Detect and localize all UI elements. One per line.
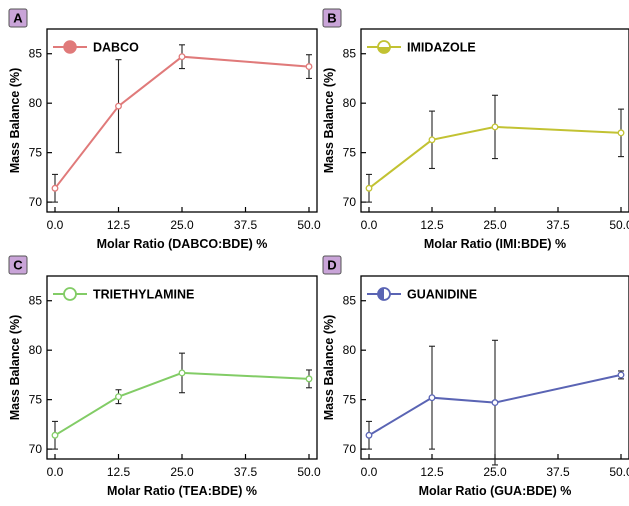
y-tick-label: 70 (29, 442, 43, 456)
y-tick-label: 85 (343, 294, 357, 308)
data-point (491, 399, 499, 407)
y-tick-label: 80 (29, 96, 43, 110)
x-tick-label: 37.5 (234, 218, 258, 232)
data-point (428, 394, 436, 402)
x-tick-label: 12.5 (107, 218, 131, 232)
legend-marker-half (378, 47, 390, 53)
x-tick-label: 25.0 (483, 465, 507, 479)
data-point (491, 123, 499, 131)
panel-c: C 70 75 80 85 0.0 12.5 25.0 37.5 50.0 Molar Ratio … (8, 255, 321, 498)
y-tick-label: 85 (343, 47, 357, 61)
x-tick-label: 25.0 (483, 218, 507, 232)
data-point (617, 129, 625, 137)
data-point (115, 393, 122, 401)
x-tick-label: 0.0 (47, 218, 64, 232)
x-tick-label: 37.5 (546, 218, 570, 232)
x-tick-label: 50.0 (609, 465, 629, 479)
legend: DABCO (53, 40, 139, 55)
panel-label: A (13, 11, 23, 26)
panel-label-box (8, 8, 28, 28)
x-tick-label: 12.5 (420, 465, 444, 479)
y-tick-label: 70 (343, 442, 357, 456)
legend: IMIDAZOLE (367, 40, 476, 55)
y-tick-label: 75 (343, 393, 357, 407)
x-tick-label: 37.5 (546, 465, 570, 479)
data-point (305, 375, 313, 383)
y-tick-label: 80 (29, 343, 43, 357)
panel-label: C (13, 258, 23, 273)
panel-b: B 70 75 80 85 0.0 12.5 25.0 37.5 50.0 Molar Ratio … (322, 8, 629, 251)
x-tick-label: 0.0 (361, 218, 378, 232)
data-point (51, 431, 59, 439)
data-point (617, 371, 625, 379)
legend-label: DABCO (93, 41, 139, 55)
data-point (178, 369, 186, 377)
panel-label-box (8, 255, 28, 275)
data-point (365, 184, 373, 192)
data-point (51, 184, 59, 192)
x-axis-title: Molar Ratio (GUA:BDE) % (419, 484, 572, 498)
panel-a: A 70 75 80 85 0.0 12.5 25.0 37.5 50.0 Molar Ratio … (8, 8, 321, 251)
x-tick-label: 0.0 (47, 465, 64, 479)
panel-label-box (322, 255, 342, 275)
series-line (368, 373, 622, 437)
data-point (178, 53, 186, 61)
series-line (54, 55, 310, 189)
panel-label-box (322, 8, 342, 28)
data-point (115, 102, 122, 110)
legend: GUANIDINE (367, 287, 477, 302)
legend: TRIETHYLAMINE (53, 287, 194, 302)
x-tick-label: 12.5 (107, 465, 131, 479)
legend-marker-half (378, 288, 384, 300)
x-axis-title: Molar Ratio (TEA:BDE) % (107, 484, 257, 498)
y-axis-title: Mass Balance (%) (322, 315, 336, 421)
x-tick-label: 50.0 (297, 218, 321, 232)
y-tick-label: 75 (29, 393, 43, 407)
legend-label: TRIETHYLAMINE (93, 288, 194, 302)
y-tick-label: 85 (29, 294, 43, 308)
legend-label: IMIDAZOLE (407, 41, 476, 55)
data-point (305, 63, 313, 71)
series-line (54, 371, 310, 437)
y-tick-label: 75 (343, 146, 357, 160)
y-axis-title: Mass Balance (%) (8, 315, 22, 421)
y-tick-label: 80 (343, 96, 357, 110)
x-tick-label: 50.0 (609, 218, 629, 232)
y-axis-title: Mass Balance (%) (8, 68, 22, 174)
y-axis-title: Mass Balance (%) (322, 68, 336, 174)
legend-label: GUANIDINE (407, 288, 477, 302)
panel-d: D 70 75 80 85 0.0 12.5 25.0 37.5 50.0 Molar Ratio … (322, 255, 629, 498)
panel-label: D (327, 258, 336, 273)
y-tick-label: 70 (29, 195, 43, 209)
legend-marker (63, 287, 77, 301)
x-tick-label: 12.5 (420, 218, 444, 232)
series-line (368, 125, 622, 190)
y-tick-label: 70 (343, 195, 357, 209)
x-axis-title: Molar Ratio (IMI:BDE) % (424, 237, 566, 251)
x-axis-title: Molar Ratio (DABCO:BDE) % (97, 237, 268, 251)
legend-marker (63, 40, 77, 54)
y-tick-label: 80 (343, 343, 357, 357)
x-tick-label: 0.0 (361, 465, 378, 479)
x-tick-label: 25.0 (170, 465, 194, 479)
y-tick-label: 75 (29, 146, 43, 160)
x-tick-label: 37.5 (234, 465, 258, 479)
x-tick-label: 50.0 (297, 465, 321, 479)
y-tick-label: 85 (29, 47, 43, 61)
x-tick-label: 25.0 (170, 218, 194, 232)
data-point (365, 431, 373, 439)
data-point (428, 136, 436, 144)
panel-label: B (327, 11, 336, 26)
